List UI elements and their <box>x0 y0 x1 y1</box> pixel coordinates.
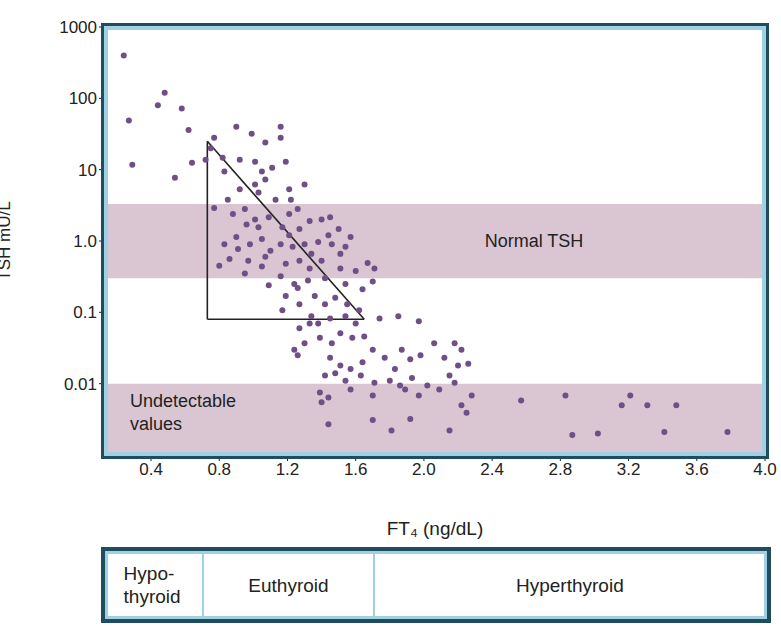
svg-text:10: 10 <box>78 161 97 180</box>
svg-text:0.1: 0.1 <box>73 303 97 322</box>
svg-text:3.6: 3.6 <box>685 460 709 479</box>
svg-text:1000: 1000 <box>59 18 97 37</box>
svg-text:2.4: 2.4 <box>480 460 504 479</box>
svg-text:1.2: 1.2 <box>276 460 300 479</box>
svg-text:0.8: 0.8 <box>207 460 231 479</box>
html-text:Hyperthyroid: Hyperthyroid <box>516 574 624 596</box>
svg-text:100: 100 <box>69 89 97 108</box>
svg-text:FT₄ (ng/dL): FT₄ (ng/dL) <box>387 518 483 539</box>
svg-text:1.6: 1.6 <box>344 460 368 479</box>
html-text:Hypo-thyroid: Hypo-thyroid <box>123 563 181 607</box>
svg-text:TSH mU/L: TSH mU/L <box>8 201 14 280</box>
html-text:Euthyroid: Euthyroid <box>248 574 329 596</box>
svg-text:2.8: 2.8 <box>549 460 573 479</box>
svg-text:3.2: 3.2 <box>617 460 641 479</box>
svg-text:0.4: 0.4 <box>139 460 163 479</box>
svg-text:0.01: 0.01 <box>64 375 97 394</box>
svg-text:4.0: 4.0 <box>753 460 773 479</box>
svg-text:Normal TSH: Normal TSH <box>485 231 584 251</box>
svg-text:Undetectablevalues: Undetectablevalues <box>130 391 236 434</box>
svg-text:2.0: 2.0 <box>412 460 436 479</box>
svg-text:1.0: 1.0 <box>73 232 97 251</box>
